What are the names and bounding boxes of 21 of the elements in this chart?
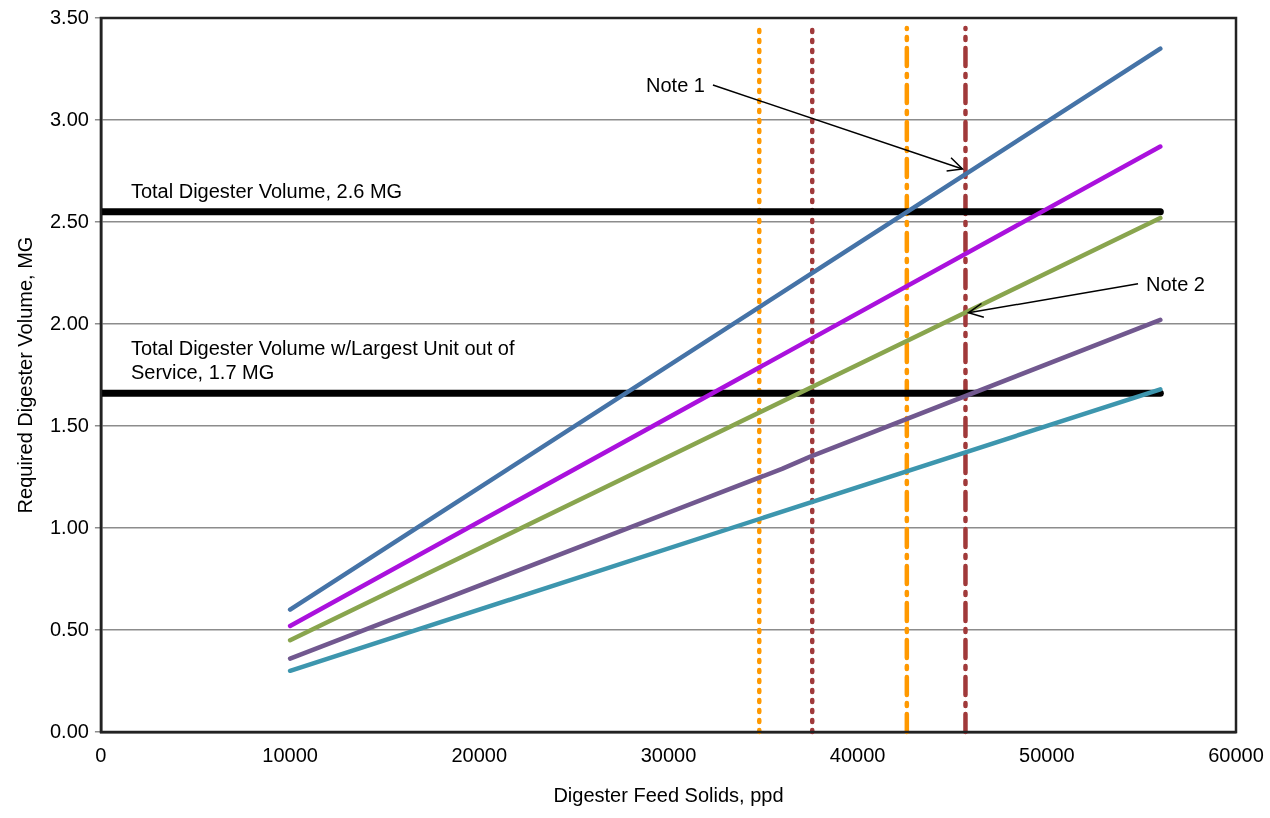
y-tick-label: 2.00 xyxy=(49,311,89,334)
x-axis-title: Digester Feed Solids, ppd xyxy=(553,783,784,806)
x-tick-label: 20000 xyxy=(451,743,508,766)
y-tick-label: 3.50 xyxy=(49,5,89,28)
y-tick-label: 1.50 xyxy=(49,413,89,436)
series-label: Total Digester Volume, 2.6 MG xyxy=(130,179,403,202)
x-tick-label: 50000 xyxy=(1019,743,1075,766)
x-tick-label: 60000 xyxy=(1208,743,1264,766)
series-label: Total Digester Volume w/Largest Unit out of Service, 1.7 MG xyxy=(130,337,515,384)
y-tick-label: 1.00 xyxy=(49,515,89,538)
x-tick-label: 40000 xyxy=(829,743,886,766)
annotation: Note 1 xyxy=(646,74,705,96)
y-tick-label: 0.00 xyxy=(49,719,89,742)
x-tick-label: 10000 xyxy=(262,743,318,766)
y-tick-label: 3.00 xyxy=(49,107,89,130)
annotation: Note 2 xyxy=(1146,272,1205,295)
x-tick-label: 0 xyxy=(95,743,107,766)
x-tick-label: 30000 xyxy=(640,743,697,766)
y-tick-label: 2.50 xyxy=(49,209,89,232)
y-axis-title: Required Digester Volume, MG xyxy=(13,236,36,514)
y-tick-label: 0.50 xyxy=(49,617,89,640)
